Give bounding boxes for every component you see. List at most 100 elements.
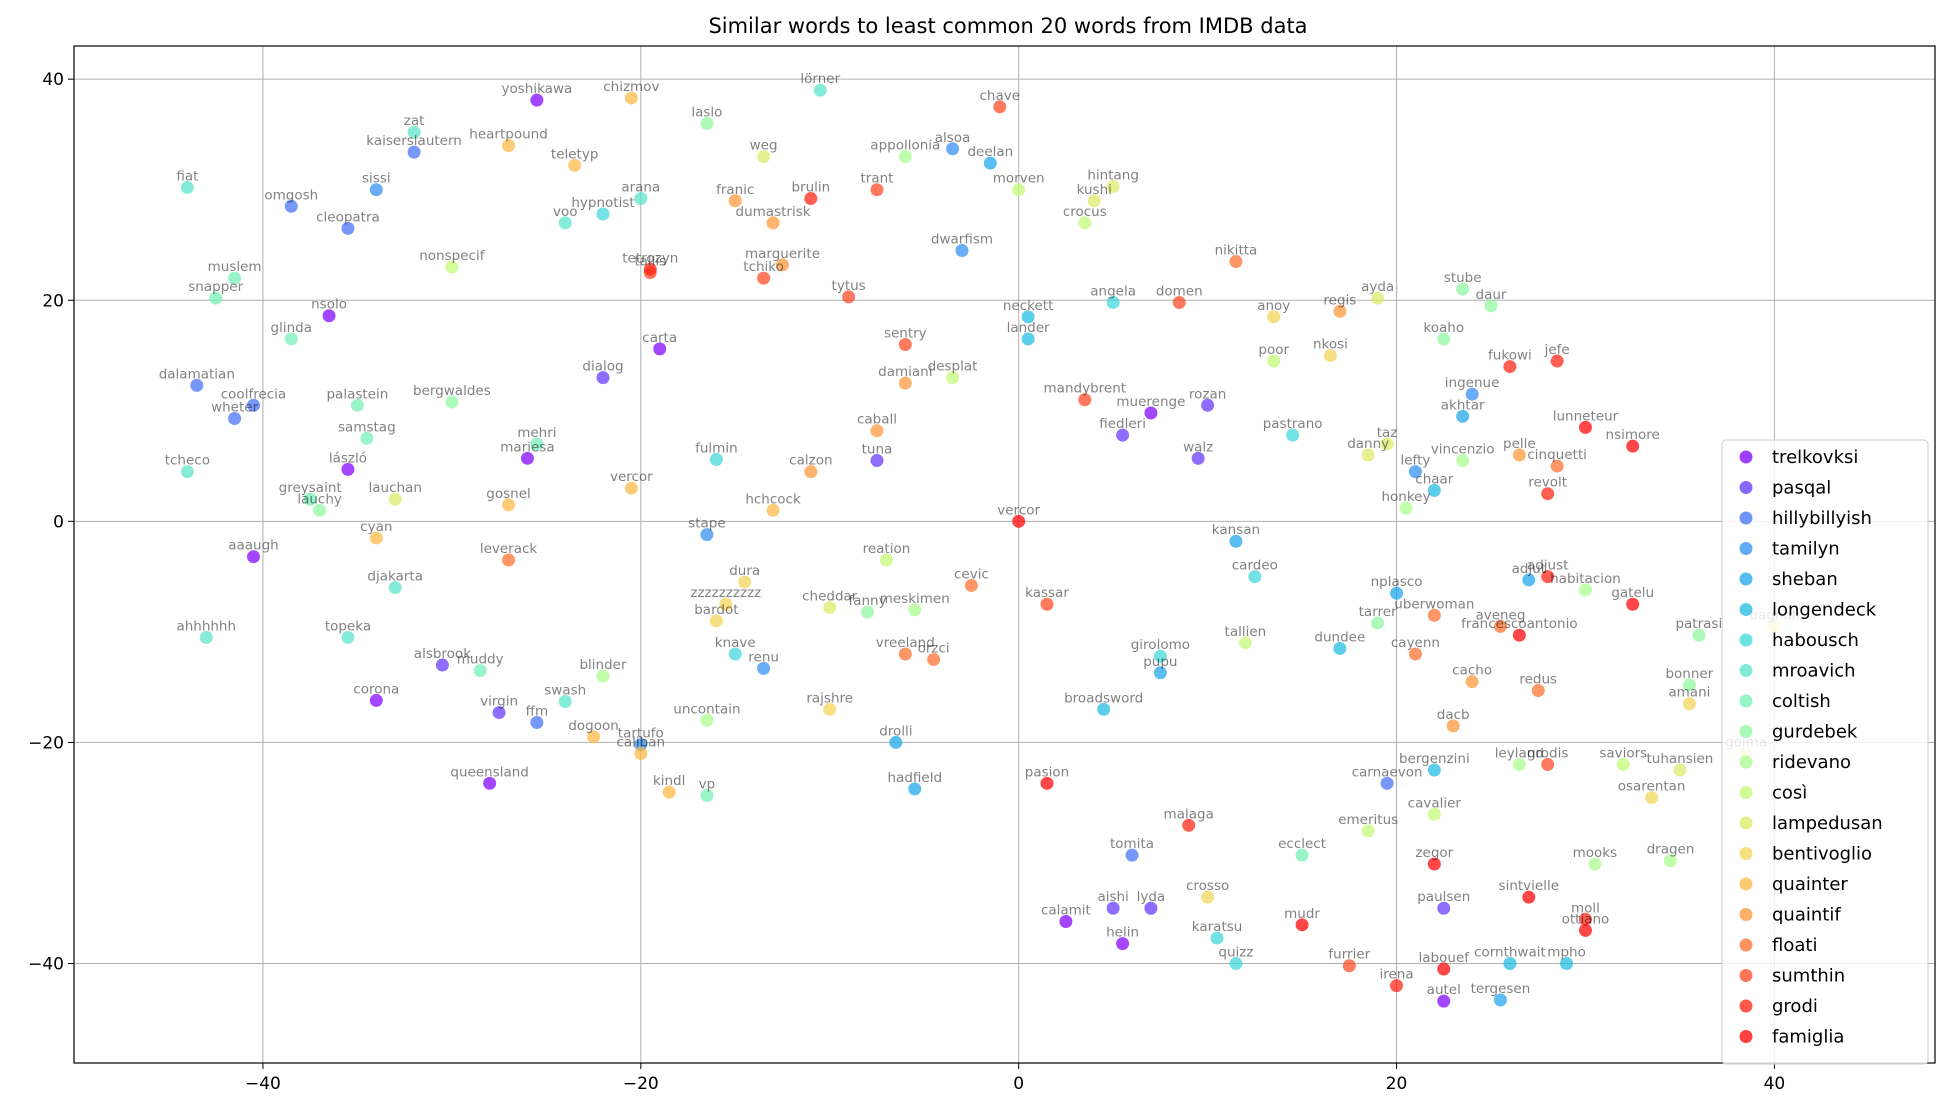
point-label: dogoon: [568, 718, 618, 734]
point-label: carta: [642, 330, 677, 346]
data-point: [1229, 255, 1243, 269]
data-point: [502, 498, 516, 512]
point-label: cleopatra: [316, 209, 380, 225]
point-label: yoshikawa: [502, 81, 573, 97]
data-point: [558, 695, 572, 709]
point-label: lauchan: [368, 480, 421, 496]
point-label: ecclect: [1278, 836, 1326, 852]
legend-entry: quaintif: [1772, 905, 1841, 926]
data-point: [1588, 857, 1602, 871]
data-point: [946, 142, 960, 156]
point-label: amani: [1668, 685, 1710, 701]
point-label: anoy: [1257, 298, 1290, 314]
data-point: [766, 503, 780, 517]
point-label: glinda: [271, 320, 312, 336]
point-label: knave: [715, 635, 756, 651]
x-tick-label: −40: [245, 1074, 281, 1094]
data-point: [700, 788, 714, 802]
data-point: [870, 183, 884, 197]
legend-entry: grodi: [1772, 996, 1818, 1017]
point-label: hchcock: [745, 491, 801, 507]
point-label: kindl: [653, 773, 685, 789]
data-point: [246, 398, 260, 412]
point-label: chaar: [1415, 471, 1454, 487]
point-label: sintvielle: [1499, 878, 1560, 894]
data-point: [1522, 573, 1536, 587]
legend-marker: [1739, 542, 1753, 555]
data-point: [407, 125, 421, 139]
data-point: [1682, 697, 1696, 711]
data-point: [728, 194, 742, 208]
point-label: fiat: [176, 168, 198, 184]
data-point: [190, 378, 204, 392]
data-point: [964, 578, 978, 592]
point-label: ffm: [526, 704, 548, 720]
point-label: caliban: [616, 734, 665, 750]
point-label: reation: [863, 541, 911, 557]
data-point: [1229, 534, 1243, 548]
y-tick-label: −20: [28, 733, 64, 753]
legend-entry: longendeck: [1772, 600, 1877, 621]
data-point: [1692, 628, 1706, 642]
point-label: djakarta: [367, 569, 423, 585]
point-label: aaaugh: [228, 538, 279, 554]
point-label: teletyp: [551, 146, 599, 162]
data-point: [228, 412, 242, 426]
legend-marker: [1739, 816, 1753, 830]
point-label: meskimen: [880, 591, 950, 607]
point-label: mooks: [1573, 845, 1618, 861]
data-point: [1673, 763, 1687, 777]
point-label: wheter: [211, 400, 259, 416]
point-label: mandybrent: [1044, 381, 1127, 397]
point-label: alsbrook: [414, 646, 471, 662]
point-label: patrasi: [1675, 616, 1722, 632]
data-point: [1578, 420, 1592, 434]
point-label: mehri: [517, 425, 556, 441]
point-label: moll: [1571, 900, 1600, 916]
point-label: rozan: [1189, 386, 1226, 402]
point-label: bergwaldes: [413, 383, 491, 399]
point-label: redus: [1519, 671, 1557, 687]
point-label: pasion: [1025, 764, 1069, 780]
point-label: cevic: [954, 566, 989, 582]
data-point: [898, 376, 912, 390]
data-point: [596, 207, 610, 221]
point-label: uberwoman: [1394, 596, 1474, 612]
point-label: domen: [1156, 283, 1203, 299]
point-label: damiani: [878, 364, 932, 380]
point-label: pelle: [1503, 436, 1536, 452]
data-point: [568, 158, 582, 172]
data-point: [1503, 360, 1517, 374]
point-label: bardot: [694, 602, 738, 618]
y-tick-label: 40: [42, 70, 64, 90]
point-label: zzzzzzzzzz: [690, 585, 761, 601]
data-point: [558, 216, 572, 230]
data-point: [1550, 459, 1564, 473]
data-point: [1541, 487, 1555, 501]
data-point: [709, 614, 723, 628]
data-point: [1116, 937, 1130, 951]
point-label: stube: [1444, 270, 1482, 286]
point-label: walz: [1183, 439, 1213, 455]
point-label: tuhansien: [1646, 751, 1713, 767]
data-point: [1427, 763, 1441, 777]
data-point: [1333, 304, 1347, 318]
data-point: [1578, 583, 1592, 597]
legend-entry: bentivoglio: [1772, 844, 1872, 865]
point-label: blinder: [579, 657, 627, 673]
data-point: [341, 462, 355, 476]
data-point: [1116, 428, 1130, 442]
data-point: [1380, 437, 1394, 451]
point-label: ahhhhhh: [176, 618, 236, 634]
legend-marker: [1739, 786, 1753, 799]
point-label: appollonia: [870, 138, 940, 154]
point-label: laslo: [691, 104, 722, 120]
data-point: [180, 180, 194, 194]
data-point: [757, 150, 771, 164]
point-label: malaga: [1164, 806, 1214, 822]
data-point: [1153, 649, 1167, 663]
point-label: chave: [980, 88, 1021, 104]
point-label: renu: [748, 649, 779, 665]
point-label: morven: [993, 171, 1045, 187]
